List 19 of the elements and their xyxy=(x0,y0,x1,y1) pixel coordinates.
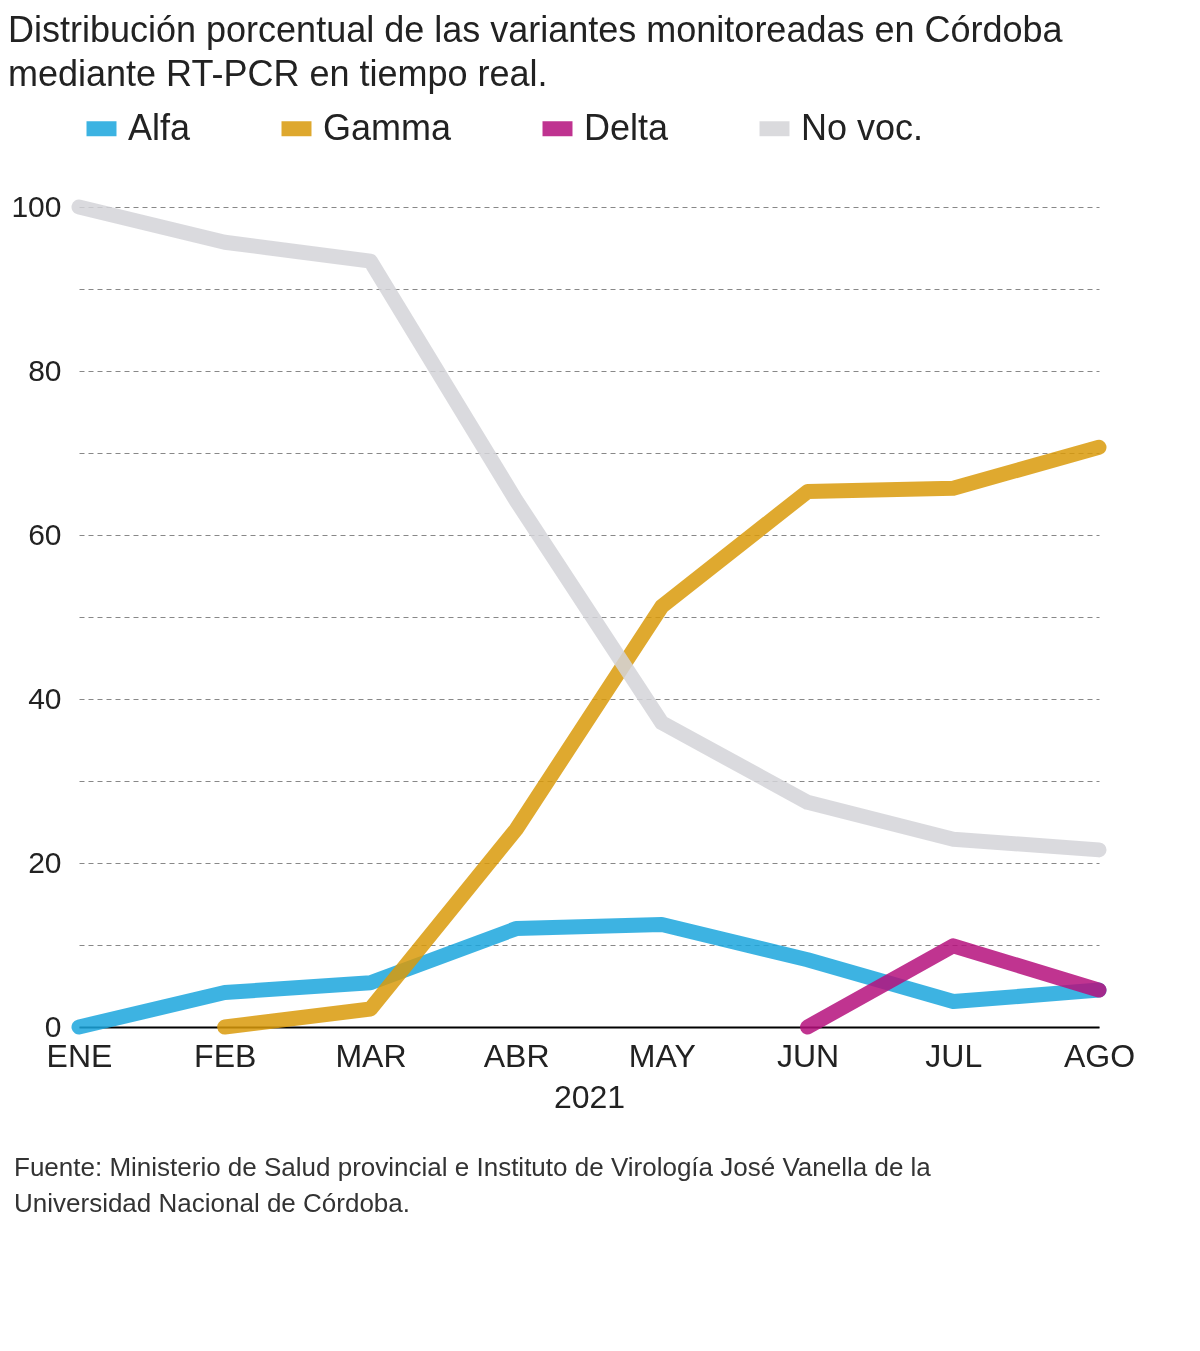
x-axis-title: 2021 xyxy=(553,1078,626,1115)
source-note: Fuente: Ministerio de Salud provincial e Instituto de Virología José Vanella de la Universidad Nacional de Córdoba. xyxy=(14,1151,932,1220)
y-tick-label: 100 xyxy=(11,189,62,223)
y-tick-label: 60 xyxy=(28,517,62,551)
chart-title: Distribución porcentual de las variantes monitoreadas en Córdoba mediante RT-PCR en tiempo real. xyxy=(7,8,1064,96)
x-tick-label: MAR xyxy=(335,1037,407,1074)
legend-label: Alfa xyxy=(128,106,192,148)
x-tick-label: JUL xyxy=(925,1037,983,1074)
y-tick-label: 20 xyxy=(28,845,62,879)
x-tick-label: AGO xyxy=(1063,1037,1136,1074)
x-tick-label: MAY xyxy=(628,1037,696,1074)
y-tick-label: 80 xyxy=(28,353,62,387)
legend-label: Gamma xyxy=(323,106,452,148)
legend-label: No voc. xyxy=(801,106,924,148)
y-tick-label: 40 xyxy=(28,681,62,715)
x-tick-label: FEB xyxy=(194,1037,257,1074)
x-tick-label: ABR xyxy=(483,1037,550,1074)
x-tick-label: JUN xyxy=(776,1037,840,1074)
legend-label: Delta xyxy=(584,106,670,148)
